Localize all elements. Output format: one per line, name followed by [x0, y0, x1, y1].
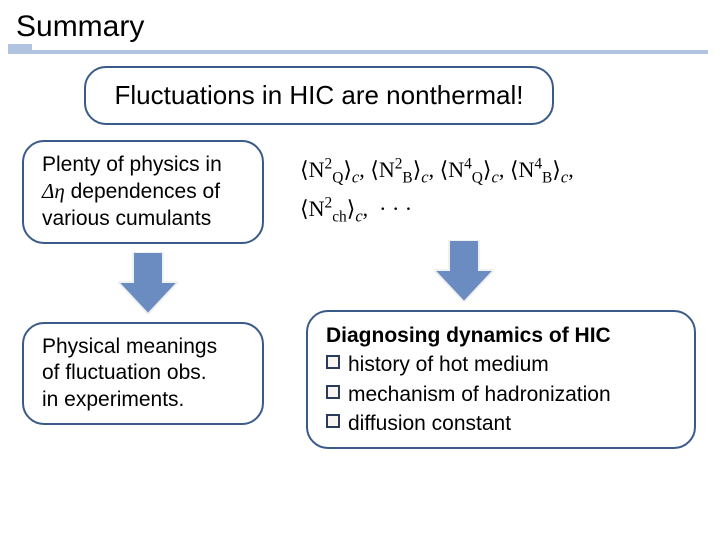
slide-title: Summary — [8, 8, 708, 48]
delta-eta-symbol: Δη — [42, 179, 65, 203]
diagnosing-item: mechanism of hadronization — [326, 381, 676, 408]
cumulant-term: ⟨N4B⟩c — [510, 157, 568, 182]
physics-line2: Δη dependences of — [42, 178, 244, 205]
physics-line1: Plenty of physics in — [42, 152, 244, 178]
meanings-line1: Physical meanings — [42, 334, 244, 360]
diagnosing-item: diffusion constant — [326, 410, 676, 437]
headline-text: Fluctuations in HIC are nonthermal! — [115, 80, 524, 110]
meanings-bubble: Physical meanings of fluctuation obs. in… — [22, 322, 264, 425]
diagnosing-item-label: diffusion constant — [348, 410, 511, 437]
diagnosing-item-label: history of hot medium — [348, 351, 549, 378]
bullet-box-icon — [326, 355, 340, 369]
title-underline — [8, 50, 708, 54]
cumulant-formulas: ⟨N2Q⟩c, ⟨N2B⟩c, ⟨N4Q⟩c, ⟨N4B⟩c, ⟨N2ch⟩c,… — [300, 152, 700, 230]
formula-row1: ⟨N2Q⟩c, ⟨N2B⟩c, ⟨N4Q⟩c, ⟨N4B⟩c, — [300, 152, 700, 191]
arrow-left — [118, 252, 178, 314]
diagnosing-item-label: mechanism of hadronization — [348, 381, 611, 408]
diagnosing-item: history of hot medium — [326, 351, 676, 378]
arrow-right — [434, 240, 494, 302]
cumulant-term: ⟨N2Q⟩c — [300, 157, 359, 182]
meanings-line3: in experiments. — [42, 387, 244, 413]
formula-row2: ⟨N2ch⟩c, · · · — [300, 191, 700, 230]
physics-bubble: Plenty of physics in Δη dependences of v… — [22, 140, 264, 244]
slide-title-block: Summary — [8, 8, 708, 54]
headline-bubble: Fluctuations in HIC are nonthermal! — [84, 66, 554, 125]
physics-line3: various cumulants — [42, 206, 244, 232]
bullet-box-icon — [326, 385, 340, 399]
bullet-box-icon — [326, 414, 340, 428]
cumulant-term: ⟨N2B⟩c — [370, 157, 428, 182]
diagnosing-bubble: Diagnosing dynamics of HIC history of ho… — [306, 310, 696, 449]
title-accent — [8, 44, 32, 54]
cumulant-term: ⟨N4Q⟩c — [440, 157, 499, 182]
meanings-line2: of fluctuation obs. — [42, 360, 244, 386]
diagnosing-heading: Diagnosing dynamics of HIC — [326, 322, 676, 349]
